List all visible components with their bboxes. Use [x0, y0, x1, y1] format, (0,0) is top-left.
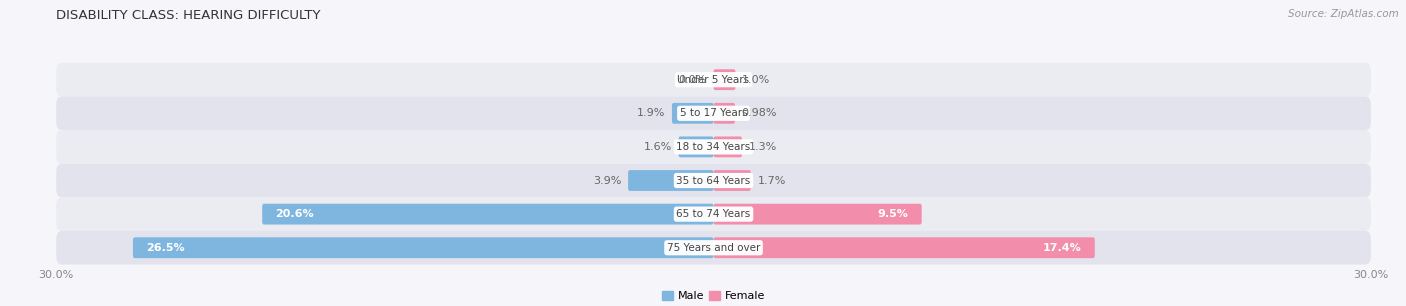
Text: 1.6%: 1.6% — [644, 142, 672, 152]
FancyBboxPatch shape — [56, 130, 1371, 164]
Text: 20.6%: 20.6% — [276, 209, 314, 219]
FancyBboxPatch shape — [628, 170, 714, 191]
Text: 18 to 34 Years: 18 to 34 Years — [676, 142, 751, 152]
Text: Under 5 Years: Under 5 Years — [678, 75, 749, 85]
Text: 0.0%: 0.0% — [679, 75, 707, 85]
Text: 65 to 74 Years: 65 to 74 Years — [676, 209, 751, 219]
FancyBboxPatch shape — [56, 231, 1371, 265]
FancyBboxPatch shape — [714, 103, 735, 124]
Text: 1.7%: 1.7% — [758, 176, 786, 185]
Text: 3.9%: 3.9% — [593, 176, 621, 185]
FancyBboxPatch shape — [672, 103, 714, 124]
Text: 0.98%: 0.98% — [741, 108, 778, 118]
Text: 9.5%: 9.5% — [877, 209, 908, 219]
FancyBboxPatch shape — [679, 136, 714, 157]
Text: 1.0%: 1.0% — [742, 75, 770, 85]
FancyBboxPatch shape — [714, 204, 922, 225]
FancyBboxPatch shape — [56, 96, 1371, 130]
Text: 26.5%: 26.5% — [146, 243, 184, 253]
Text: 35 to 64 Years: 35 to 64 Years — [676, 176, 751, 185]
FancyBboxPatch shape — [714, 237, 1095, 258]
Text: 17.4%: 17.4% — [1043, 243, 1081, 253]
Text: 75 Years and over: 75 Years and over — [666, 243, 761, 253]
FancyBboxPatch shape — [714, 69, 735, 90]
FancyBboxPatch shape — [134, 237, 714, 258]
Legend: Male, Female: Male, Female — [658, 287, 769, 306]
Text: 5 to 17 Years: 5 to 17 Years — [679, 108, 748, 118]
Text: 1.9%: 1.9% — [637, 108, 665, 118]
Text: 1.3%: 1.3% — [748, 142, 778, 152]
Text: Source: ZipAtlas.com: Source: ZipAtlas.com — [1288, 9, 1399, 19]
FancyBboxPatch shape — [56, 197, 1371, 231]
FancyBboxPatch shape — [714, 170, 751, 191]
Text: DISABILITY CLASS: HEARING DIFFICULTY: DISABILITY CLASS: HEARING DIFFICULTY — [56, 9, 321, 22]
FancyBboxPatch shape — [262, 204, 714, 225]
FancyBboxPatch shape — [56, 164, 1371, 197]
FancyBboxPatch shape — [714, 136, 742, 157]
FancyBboxPatch shape — [56, 63, 1371, 96]
